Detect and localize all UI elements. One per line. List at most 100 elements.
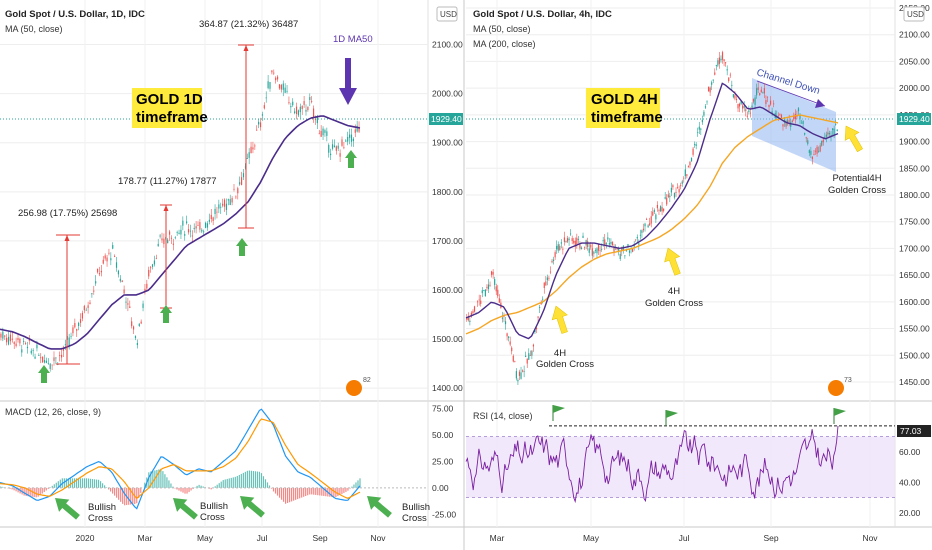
candle-body (636, 236, 638, 239)
candle-body (345, 140, 347, 142)
candle-body (322, 128, 324, 136)
candle-body (492, 271, 494, 275)
candle-body (557, 244, 559, 251)
right-price-tick: 1850.00 (899, 163, 930, 173)
candle-body (680, 185, 682, 187)
candle-body (269, 82, 271, 89)
candle-body (554, 252, 556, 258)
macd-histogram-bar (289, 487, 291, 503)
right-price-tick: 1600.00 (899, 297, 930, 307)
macd-histogram-bar (309, 487, 311, 495)
macd-histogram-bar (47, 487, 49, 489)
candle-body (206, 223, 209, 228)
candle-body (167, 239, 169, 244)
candle-body (797, 108, 800, 112)
candle-body (624, 255, 626, 257)
candle-body (30, 350, 32, 354)
candle-body (314, 119, 317, 121)
candle-body (223, 199, 226, 207)
left-price-tick: 2100.00 (432, 40, 463, 50)
candle-body (78, 322, 80, 326)
macd-histogram-bar (331, 487, 333, 497)
macd-histogram-bar (116, 487, 118, 498)
macd-histogram-bar (224, 479, 226, 488)
candle-body (252, 147, 254, 150)
candle-body (91, 293, 93, 295)
candle-body (509, 341, 511, 345)
macd-histogram-bar (286, 487, 289, 503)
candle-body (594, 249, 597, 251)
candle-body (74, 322, 76, 328)
candle-body (134, 336, 137, 339)
macd-histogram-bar (162, 471, 164, 488)
macd-histogram-bar (101, 483, 104, 488)
macd-histogram-bar (77, 478, 80, 488)
candle-body (216, 211, 218, 213)
candle-body (766, 96, 769, 98)
macd-histogram-bar (75, 478, 78, 488)
candle-body (93, 290, 95, 292)
gold-4h-badge (586, 88, 660, 128)
candle-body (62, 348, 65, 351)
macd-histogram-bar (110, 487, 112, 492)
green-arrow-3 (236, 238, 248, 256)
candle-body (804, 132, 806, 135)
macd-histogram-bar (291, 487, 293, 502)
macd-histogram-bar (319, 487, 321, 496)
macd-histogram-bar (272, 487, 275, 492)
candle-body (246, 158, 248, 159)
candle-body (24, 343, 27, 344)
candle-body (563, 237, 566, 242)
right-ma50-legend: MA (50, close) (473, 24, 531, 34)
macd-histogram-bar (97, 479, 100, 488)
candle-body (683, 177, 685, 179)
macd-histogram-bar (254, 471, 257, 488)
author-avatar-icon-right[interactable] (828, 380, 844, 396)
candle-body (4, 335, 6, 337)
usd-toggle-right[interactable] (903, 6, 925, 22)
candle-body (599, 250, 601, 252)
macd-histogram-bar (160, 468, 162, 488)
candle-body (0, 333, 2, 338)
macd-histogram-bar (39, 487, 41, 496)
candle-body (588, 248, 590, 253)
candle-body (635, 239, 637, 241)
candle-body (652, 211, 654, 216)
candle-body (45, 360, 48, 363)
candle-body (689, 161, 691, 166)
candle-body (157, 243, 159, 247)
candle-body (684, 169, 686, 177)
candle-body (189, 230, 192, 232)
right-price-tick: 1450.00 (899, 377, 930, 387)
macd-histogram-bar (99, 481, 102, 488)
bullish-cross-arrow-4 (367, 496, 392, 518)
usd-toggle-left[interactable] (436, 6, 458, 22)
candle-body (591, 248, 593, 256)
ma50-1d-label: 1D MA50 (333, 34, 373, 45)
right-current-price: 1929.40 (899, 114, 930, 124)
macd-histogram-bar (276, 487, 279, 496)
macd-histogram-bar (246, 470, 248, 488)
candle-body (596, 248, 598, 254)
candle-body (129, 306, 131, 308)
candle-body (566, 238, 569, 242)
macd-histogram-bar (93, 479, 96, 488)
macd-histogram-bar (329, 487, 331, 497)
author-avatar-icon-left[interactable] (346, 380, 362, 396)
measure-label-1: 256.98 (17.75%) 25698 (18, 208, 117, 219)
usd-toggle-left-label: USD (440, 10, 457, 19)
candle-body (294, 111, 296, 114)
measure-label-2: 178.77 (11.27%) 17877 (118, 176, 217, 187)
candle-body (822, 139, 824, 143)
candle-body (55, 357, 57, 359)
candle-body (9, 334, 12, 342)
candle-body (779, 113, 781, 115)
macd-histogram-bar (114, 487, 116, 496)
candle-body (749, 112, 752, 114)
candle-body (714, 72, 716, 75)
candle-body (754, 97, 756, 105)
rsi-tick: 40.00 (899, 477, 921, 487)
candle-body (638, 243, 640, 245)
macd-histogram-bar (91, 479, 94, 488)
macd-histogram-bar (182, 487, 184, 493)
